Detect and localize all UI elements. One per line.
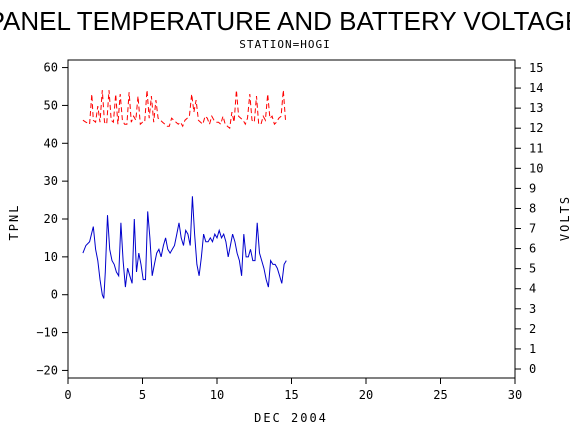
y-axis-left: −20 −10 0 10 20 30 40 50 60	[36, 61, 68, 377]
x-tick-label: 10	[210, 388, 224, 402]
x-tick-label: 5	[139, 388, 146, 402]
y-right-tick-label: 6	[529, 242, 536, 256]
series-line-volts	[82, 90, 286, 130]
y-right-tick-label: 2	[529, 322, 536, 336]
y-right-tick-label: 11	[529, 141, 543, 155]
y-right-tick-label: 0	[529, 362, 536, 376]
chart-subtitle: STATION=HOGI	[239, 38, 330, 51]
y-left-tick-label: 40	[44, 136, 58, 150]
series-layer	[82, 90, 287, 299]
y-left-tick-label: 30	[44, 174, 58, 188]
x-axis-title: DEC 2004	[254, 411, 328, 425]
y-left-tick-label: 60	[44, 61, 58, 75]
x-tick-label: 30	[508, 388, 522, 402]
y-right-tick-label: 10	[529, 161, 543, 175]
y-right-tick-label: 14	[529, 81, 543, 95]
plot-frame	[67, 59, 516, 379]
y-left-tick-label: −20	[36, 363, 58, 377]
y-axis-right-title: VOLTS	[558, 195, 570, 241]
y-right-tick-label: 13	[529, 101, 543, 115]
y-right-tick-label: 7	[529, 222, 536, 236]
y-right-tick-label: 4	[529, 282, 536, 296]
x-tick-label: 0	[64, 388, 71, 402]
series-line-tpnl	[82, 196, 287, 299]
y-right-tick-label: 5	[529, 262, 536, 276]
x-tick-label: 25	[433, 388, 447, 402]
x-tick-label: 20	[359, 388, 373, 402]
y-right-tick-label: 3	[529, 302, 536, 316]
y-axis-left-title: TPNL	[7, 204, 21, 241]
y-right-tick-label: 1	[529, 342, 536, 356]
y-left-tick-label: 50	[44, 98, 58, 112]
y-left-tick-label: −10	[36, 326, 58, 340]
chart-title: PANEL TEMPERATURE AND BATTERY VOLTAGE	[0, 6, 570, 36]
y-right-tick-label: 15	[529, 61, 543, 75]
y-right-tick-label: 12	[529, 121, 543, 135]
x-axis: 0 5 10 15 20 25 30	[64, 378, 522, 402]
y-right-tick-label: 9	[529, 181, 536, 195]
x-tick-label: 15	[284, 388, 298, 402]
y-left-tick-label: 20	[44, 212, 58, 226]
y-left-tick-label: 10	[44, 250, 58, 264]
y-right-tick-label: 8	[529, 201, 536, 215]
y-left-tick-label: 0	[51, 288, 58, 302]
